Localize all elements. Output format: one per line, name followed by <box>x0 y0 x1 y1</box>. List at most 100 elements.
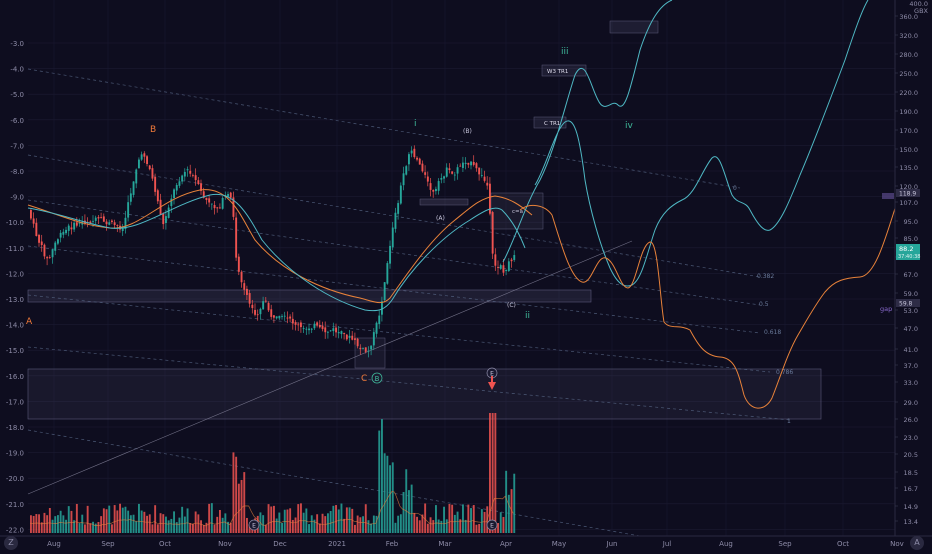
right-axis-label: 14.9 <box>904 503 918 511</box>
candle-body <box>340 331 343 335</box>
candle-body <box>289 316 292 319</box>
candle <box>494 248 497 271</box>
volume-bar <box>208 503 211 533</box>
candle-body <box>259 308 262 315</box>
volume-bar <box>459 519 462 533</box>
candle-body <box>332 328 335 332</box>
candle <box>75 217 78 228</box>
candle <box>78 218 81 227</box>
candle <box>94 215 97 225</box>
sub-wave-b: (B) <box>463 128 472 135</box>
candle-body <box>345 334 348 340</box>
candle-body <box>464 162 467 165</box>
volume-bar <box>372 515 375 533</box>
candle-body <box>356 338 359 347</box>
candle <box>343 332 346 340</box>
candle <box>186 166 189 177</box>
candle <box>416 156 418 162</box>
candle <box>67 223 70 237</box>
candle <box>40 234 43 252</box>
left-axis-label: -15.0 <box>6 347 24 355</box>
candle <box>200 179 202 195</box>
candle-body <box>111 220 113 222</box>
candle <box>192 173 194 178</box>
candle-body <box>232 197 235 217</box>
candle-body <box>127 202 130 218</box>
candle-body <box>383 282 386 300</box>
tag-value: 118.9 <box>899 191 916 198</box>
candle-body <box>426 176 429 182</box>
candle <box>243 279 246 296</box>
volume-bar <box>132 514 135 533</box>
right-axis-label: 29.0 <box>904 399 918 407</box>
candle-body <box>181 175 184 182</box>
box-label-w3: W3 TR1 <box>547 69 568 75</box>
candle-body <box>286 317 289 319</box>
price-tag-box <box>896 244 920 260</box>
candle-body <box>394 212 397 229</box>
candle-body <box>154 176 157 192</box>
candle-body <box>453 174 456 176</box>
volume-bar <box>462 504 464 533</box>
candle <box>424 165 427 179</box>
volume-bar <box>51 519 54 533</box>
candle-body <box>194 175 197 181</box>
support-zone-upper <box>27 289 592 303</box>
candle <box>254 303 256 317</box>
horizontal-gridlines <box>28 42 895 530</box>
candle <box>113 219 116 229</box>
candle-body <box>359 347 362 350</box>
price-tag-upper: 118.9 <box>896 189 920 198</box>
candle <box>389 240 391 269</box>
candle-body <box>140 154 143 160</box>
candle-body <box>192 175 194 177</box>
candle <box>162 212 165 230</box>
auto-scale-button[interactable]: A <box>910 536 924 550</box>
candle-body <box>210 203 213 205</box>
volume-bar <box>505 470 508 533</box>
candle <box>480 168 483 178</box>
candle-body <box>108 222 111 225</box>
left-axis-label: -14.0 <box>6 322 24 330</box>
candle <box>151 164 154 181</box>
zoom-button[interactable]: Z <box>4 536 18 550</box>
candle-body <box>445 167 448 177</box>
candle-body <box>229 192 232 198</box>
gap-label: gap <box>880 305 892 313</box>
volume-bar <box>46 515 49 533</box>
candle <box>135 168 138 189</box>
time-axis[interactable]: Aug Sep Oct Nov Dec 2021 Feb Mar Apr May Jun Jul Aug… <box>47 540 904 548</box>
candle-body <box>351 335 354 340</box>
top-box <box>609 20 659 34</box>
candle <box>443 175 445 183</box>
candle <box>335 323 337 338</box>
candle-body <box>235 217 238 258</box>
candle-body <box>59 232 62 238</box>
candle-body <box>186 169 189 171</box>
candle-body <box>418 158 421 165</box>
candle-body <box>262 301 265 310</box>
wave-label-c: C <box>361 374 367 384</box>
candle <box>367 346 370 358</box>
volume-bar <box>294 517 297 533</box>
candle-body <box>167 207 170 218</box>
volume-bar <box>510 489 513 533</box>
volume-bar <box>318 523 321 533</box>
candle <box>383 282 386 303</box>
left-axis-label: -21.0 <box>6 501 24 509</box>
candle <box>429 178 432 197</box>
moving-average-teal <box>27 193 526 312</box>
volume-bar <box>464 519 467 533</box>
volume-bar <box>148 514 151 533</box>
candle-body <box>399 185 402 204</box>
volume-bar <box>410 484 413 533</box>
volume-bar <box>210 503 213 533</box>
candle <box>59 230 62 243</box>
candle <box>437 178 440 195</box>
candle-body <box>205 197 208 201</box>
event-letter: E <box>490 523 494 530</box>
